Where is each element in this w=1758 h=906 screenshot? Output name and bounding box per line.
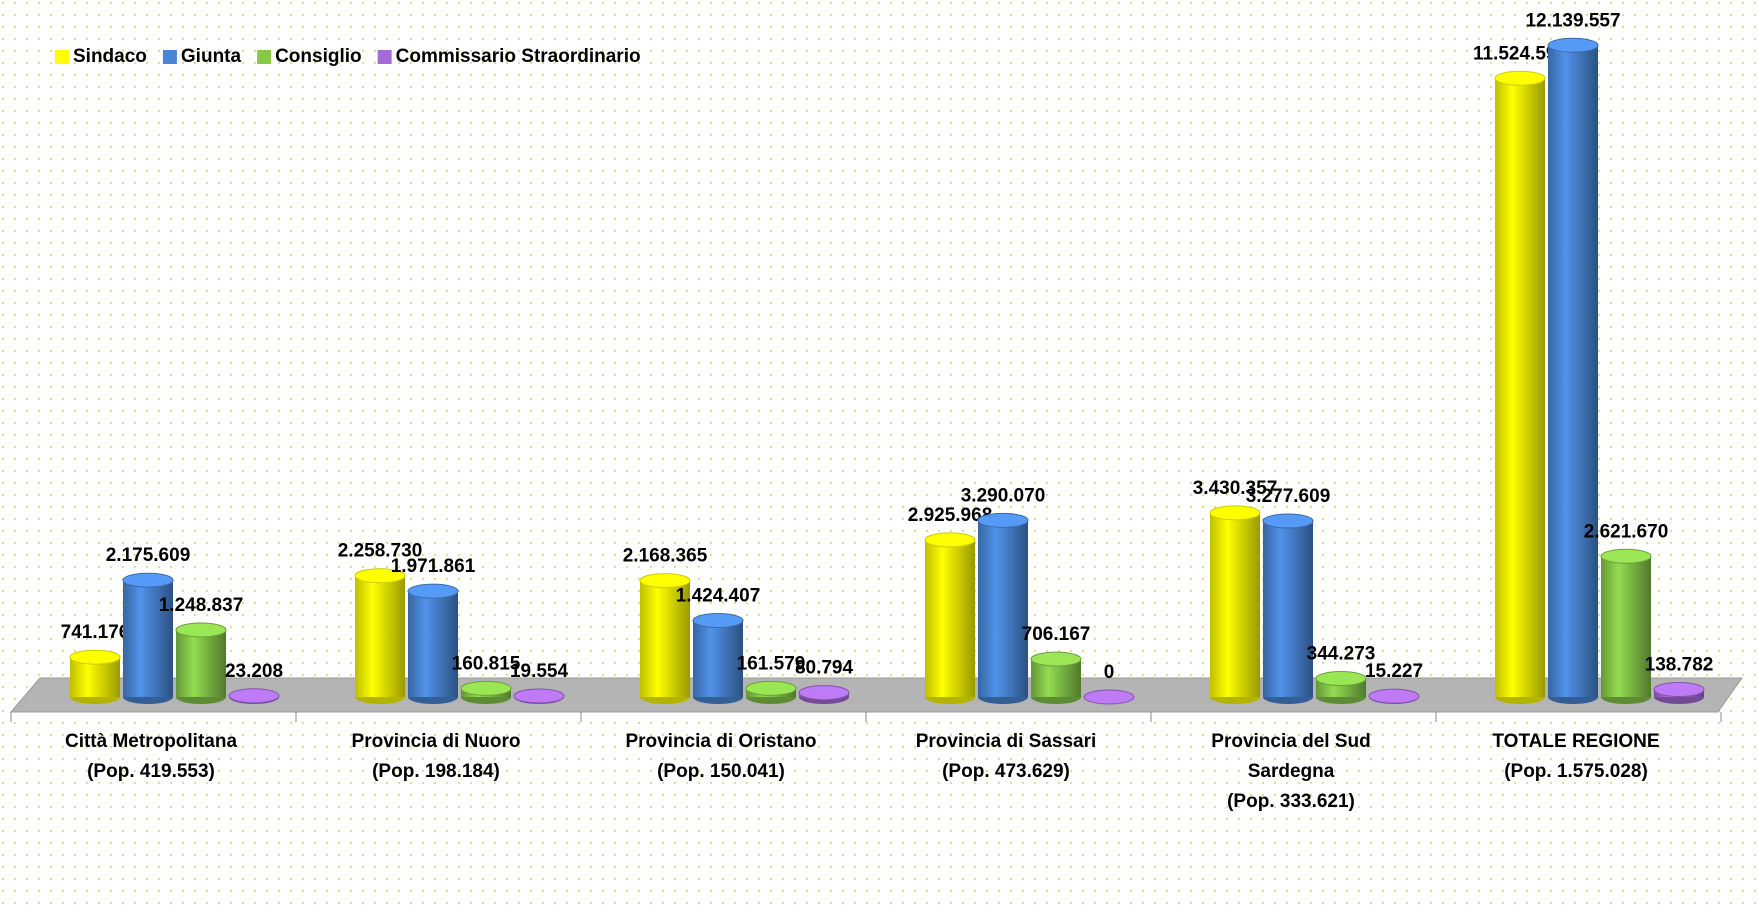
bar-cap — [745, 680, 797, 696]
bar-cap — [924, 532, 976, 548]
bar-cap — [354, 568, 406, 584]
bar-cap — [639, 573, 691, 589]
bar-cap — [228, 688, 280, 704]
bar-cap — [977, 512, 1029, 528]
bar-cap — [1315, 671, 1367, 687]
data-label: 23.208 — [225, 661, 283, 682]
bar-cap — [1368, 688, 1420, 704]
data-label: 2.175.609 — [106, 545, 191, 566]
bar — [1548, 45, 1598, 697]
data-label: 3.430.357 — [1193, 478, 1278, 499]
x-tick-label: Provincia di Sassari — [916, 731, 1097, 752]
data-label: 138.782 — [1645, 655, 1714, 676]
x-tick-label: Città Metropolitana — [65, 731, 237, 752]
bar — [1263, 521, 1313, 697]
bar-cap — [1030, 651, 1082, 667]
data-label: 1.248.837 — [159, 595, 244, 616]
bar-cap — [1547, 37, 1599, 53]
bar — [925, 539, 975, 697]
bar-cap — [1653, 682, 1705, 698]
bar-cap — [407, 583, 459, 599]
data-label: 706.167 — [1022, 624, 1091, 645]
bar — [355, 575, 405, 697]
bar — [123, 580, 173, 697]
data-label: 11.524.597 — [1473, 43, 1567, 64]
bar-cap — [460, 680, 512, 696]
x-tick-label: Provincia di Nuoro — [352, 731, 521, 752]
x-tick-label: TOTALE REGIONE — [1492, 731, 1659, 752]
data-label: 80.794 — [795, 658, 854, 679]
legend-swatch — [162, 50, 177, 64]
data-label: 15.227 — [1365, 661, 1423, 682]
data-label: 2.168.365 — [623, 546, 708, 567]
bar-cap — [1083, 689, 1135, 705]
data-label: 741.176 — [61, 622, 130, 643]
bar-cap — [1494, 70, 1546, 86]
bar-cap — [1262, 513, 1314, 529]
bar — [1210, 512, 1260, 697]
data-label: 2.925.968 — [908, 505, 993, 526]
bar — [640, 580, 690, 697]
data-label: 19.554 — [510, 661, 569, 682]
bar-cap — [798, 685, 850, 701]
data-label: 160.815 — [452, 653, 521, 674]
data-label: 0 — [1104, 662, 1115, 683]
bar — [176, 629, 226, 697]
x-tick-label: (Pop. 333.621) — [1227, 791, 1355, 812]
data-label: 3.277.609 — [1246, 486, 1331, 507]
bar-cap — [513, 688, 565, 704]
bar — [408, 591, 458, 697]
legend-swatch — [257, 50, 272, 64]
bar — [1495, 78, 1545, 697]
x-tick-label: (Pop. 473.629) — [942, 761, 1070, 782]
x-tick-label: (Pop. 419.553) — [87, 761, 215, 782]
bar — [978, 520, 1028, 697]
bar — [1601, 556, 1651, 697]
bar — [693, 620, 743, 697]
bar-cap — [1600, 548, 1652, 564]
legend-label: Consiglio — [275, 46, 362, 67]
x-tick-label: Sardegna — [1248, 761, 1335, 782]
data-label: 2.258.730 — [338, 541, 423, 562]
x-tick-label: Provincia del Sud — [1211, 731, 1370, 752]
data-label: 1.424.407 — [676, 586, 761, 607]
data-label: 344.273 — [1307, 644, 1376, 665]
data-label: 161.579 — [737, 653, 806, 674]
bar-cap — [692, 613, 744, 629]
x-tick-label: (Pop. 150.041) — [657, 761, 785, 782]
x-tick-label: Provincia di Oristano — [625, 731, 816, 752]
x-tick-label: (Pop. 1.575.028) — [1504, 761, 1648, 782]
legend-label: Commissario Straordinario — [396, 46, 641, 67]
legend-swatch — [55, 50, 69, 64]
x-tick-label: (Pop. 198.184) — [372, 761, 500, 782]
bar-cap — [69, 649, 121, 665]
bar-cap — [122, 572, 174, 588]
data-label: 3.290.070 — [961, 485, 1046, 506]
legend-label: Sindaco — [73, 46, 147, 67]
legend-label: Giunta — [181, 46, 242, 67]
data-label: 12.139.557 — [1525, 10, 1620, 31]
data-label: 2.621.670 — [1584, 521, 1669, 542]
legend-swatch — [377, 50, 392, 64]
bar-cap — [175, 622, 227, 638]
bar-cap — [1209, 505, 1261, 521]
data-label: 1.971.861 — [391, 556, 476, 577]
